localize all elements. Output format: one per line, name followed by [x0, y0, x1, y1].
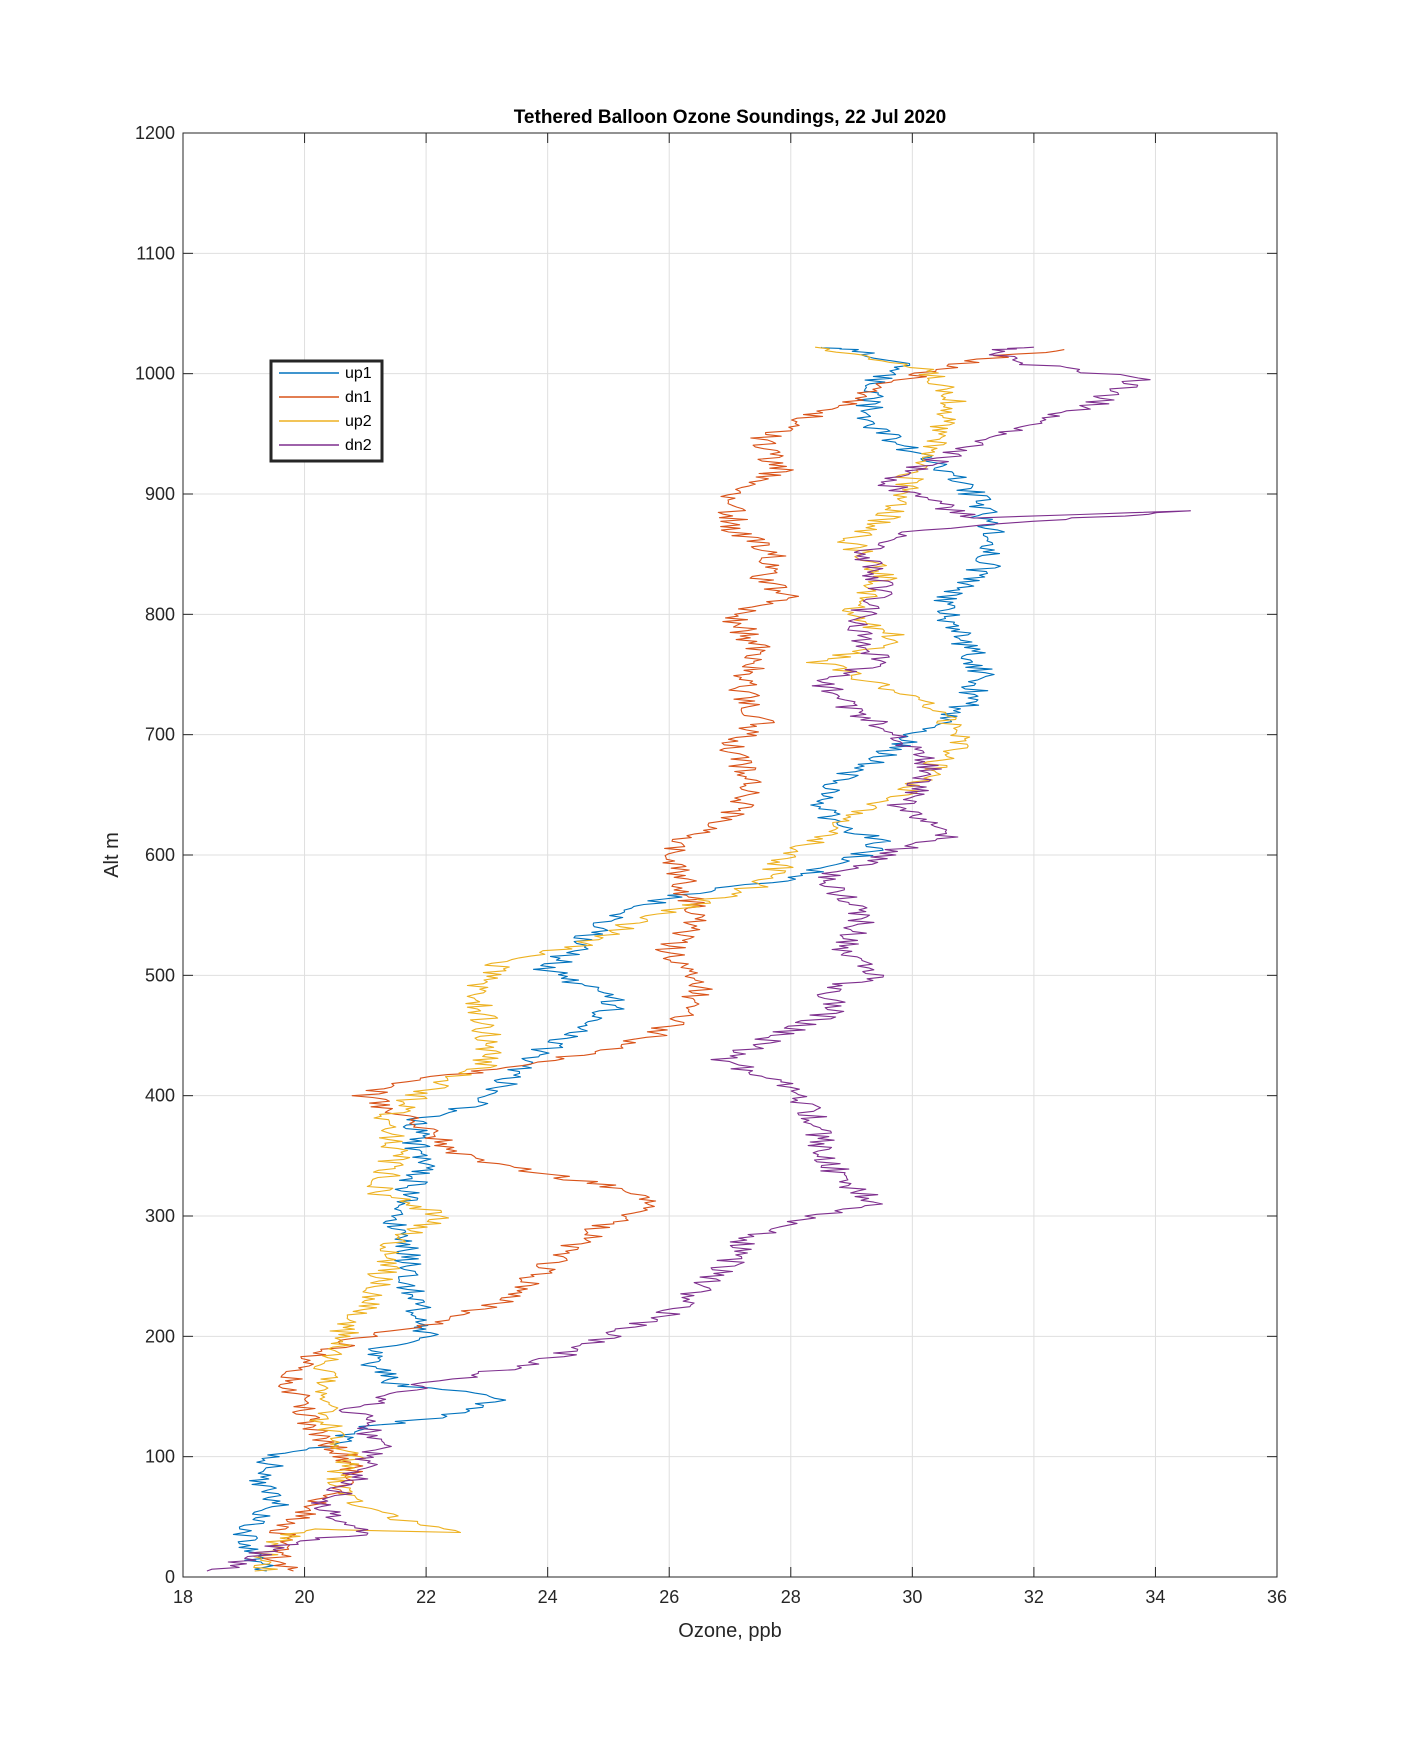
series-line-up1 — [232, 346, 1005, 1572]
y-tick-label: 800 — [145, 604, 175, 624]
y-tick-label: 300 — [145, 1206, 175, 1226]
y-tick-label: 900 — [145, 484, 175, 504]
x-tick-label: 22 — [416, 1587, 436, 1607]
y-tick-label: 1100 — [136, 243, 175, 263]
y-tick-label: 500 — [145, 965, 175, 985]
series-line-dn2 — [206, 346, 1191, 1572]
x-tick-label: 28 — [781, 1587, 801, 1607]
legend: up1 dn1 up2 dn2 — [269, 359, 384, 463]
chart-title: Tethered Balloon Ozone Soundings, 22 Jul… — [514, 107, 947, 128]
series-lines — [206, 346, 1191, 1572]
y-tick-label: 100 — [145, 1447, 175, 1467]
y-tick-label: 700 — [145, 725, 175, 745]
series-line-dn1 — [262, 349, 1065, 1572]
y-axis-title: Alt m — [101, 832, 123, 878]
y-tick-label: 400 — [145, 1086, 175, 1106]
y-tick-label: 200 — [145, 1326, 175, 1346]
y-tick-label: 600 — [145, 845, 175, 865]
legend-label-dn1: dn1 — [345, 389, 372, 406]
x-tick-label: 26 — [659, 1587, 679, 1607]
x-axis-title: Ozone, ppb — [678, 1620, 781, 1642]
y-tick-label: 0 — [165, 1567, 175, 1587]
x-tick-label: 20 — [295, 1587, 315, 1607]
x-tick-label: 34 — [1145, 1587, 1165, 1607]
y-tick-label: 1200 — [135, 123, 175, 143]
x-tick-label: 18 — [173, 1587, 193, 1607]
legend-label-up2: up2 — [345, 413, 372, 430]
legend-label-up1: up1 — [345, 365, 372, 382]
y-tick-label: 1000 — [135, 364, 175, 384]
x-tick-label: 30 — [902, 1587, 922, 1607]
x-tick-label: 24 — [538, 1587, 558, 1607]
x-tick-label: 36 — [1267, 1587, 1287, 1607]
legend-label-dn2: dn2 — [345, 437, 372, 454]
x-tick-label: 32 — [1024, 1587, 1044, 1607]
axis-ticks: 18 20 22 24 26 28 30 32 34 36 0 100 200 300 400 500 600 7… — [135, 123, 1287, 1607]
